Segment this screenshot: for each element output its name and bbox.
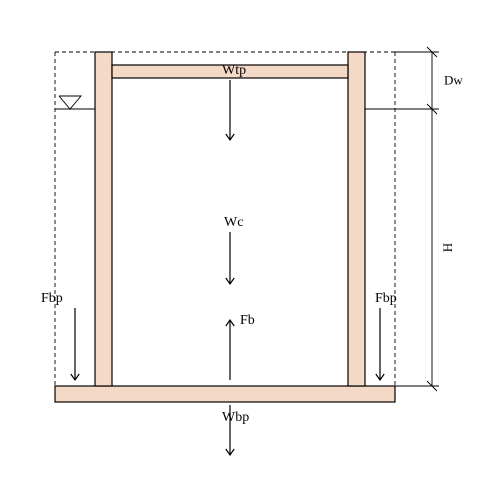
floor-slab bbox=[55, 386, 395, 402]
fbp-right-label: Fbp bbox=[375, 291, 397, 306]
dw-dimension-label: Dw bbox=[444, 73, 463, 88]
right-wall bbox=[348, 52, 365, 386]
fb-label: Fb bbox=[240, 313, 255, 328]
wtp-label: Wtp bbox=[222, 63, 246, 78]
wbp-label: Wbp bbox=[222, 410, 249, 425]
h-dimension-label: H bbox=[440, 243, 455, 252]
wc-label: Wc bbox=[224, 215, 243, 230]
fbp-left-label: Fbp bbox=[41, 291, 63, 306]
left-wall bbox=[95, 52, 112, 386]
